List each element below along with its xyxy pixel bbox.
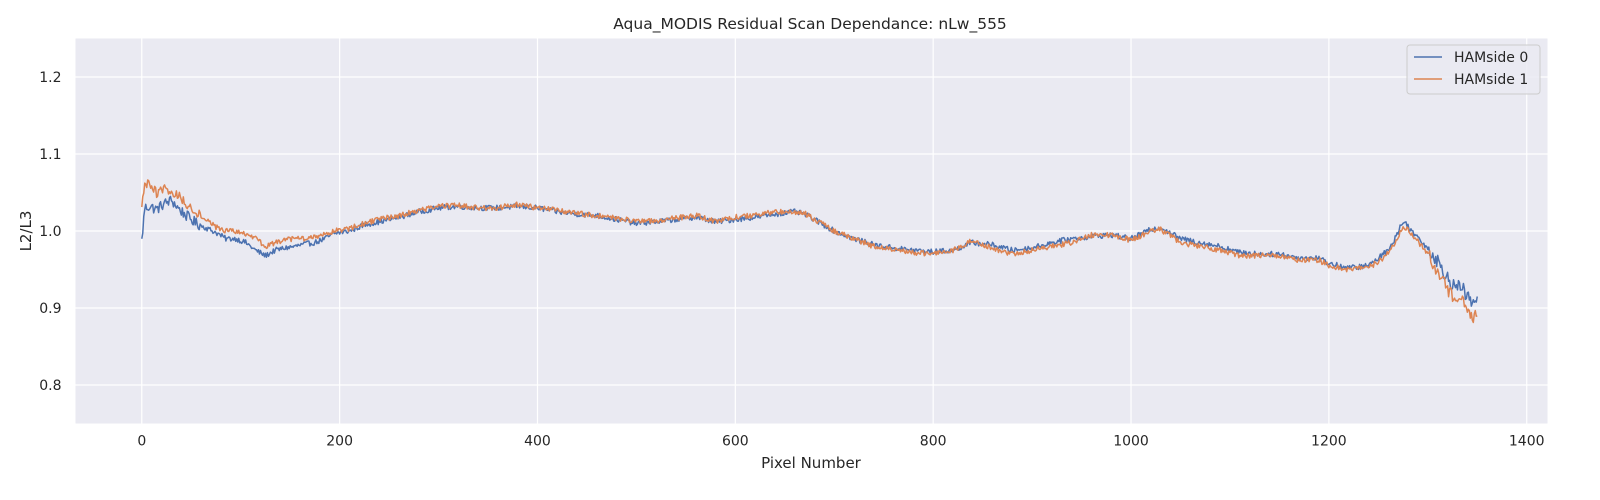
- legend: HAMside 0 HAMside 1: [1406, 44, 1541, 95]
- x-tick-label: 0: [137, 434, 146, 450]
- y-tick-label: 0.9: [39, 301, 61, 317]
- y-axis-label: L2/L3: [17, 211, 35, 252]
- y-tick-label: 1.0: [39, 224, 61, 240]
- x-tick-label: 800: [920, 434, 947, 450]
- legend-label-hamside-0: HAMside 0: [1454, 50, 1528, 66]
- series-line-hamside-1: [141, 179, 1478, 324]
- x-axis-label: Pixel Number: [761, 454, 862, 472]
- x-tick-label: 1400: [1509, 434, 1545, 450]
- y-axis: 0.8 0.9 1.0 1.1 1.2: [39, 70, 61, 394]
- series-layer: [141, 179, 1478, 324]
- x-axis: 0 200 400 600 800 1000 1200 1400: [137, 434, 1544, 450]
- chart-title: Aqua_MODIS Residual Scan Dependance: nLw…: [613, 15, 1007, 34]
- x-tick-label: 600: [722, 434, 749, 450]
- y-tick-label: 1.1: [39, 147, 61, 163]
- x-tick-label: 1200: [1311, 434, 1347, 450]
- x-tick-label: 200: [326, 434, 353, 450]
- y-tick-label: 0.8: [39, 378, 61, 394]
- x-tick-label: 400: [524, 434, 551, 450]
- legend-label-hamside-1: HAMside 1: [1454, 72, 1528, 88]
- x-tick-label: 1000: [1113, 434, 1149, 450]
- y-tick-label: 1.2: [39, 70, 61, 86]
- grid: [75, 38, 1548, 424]
